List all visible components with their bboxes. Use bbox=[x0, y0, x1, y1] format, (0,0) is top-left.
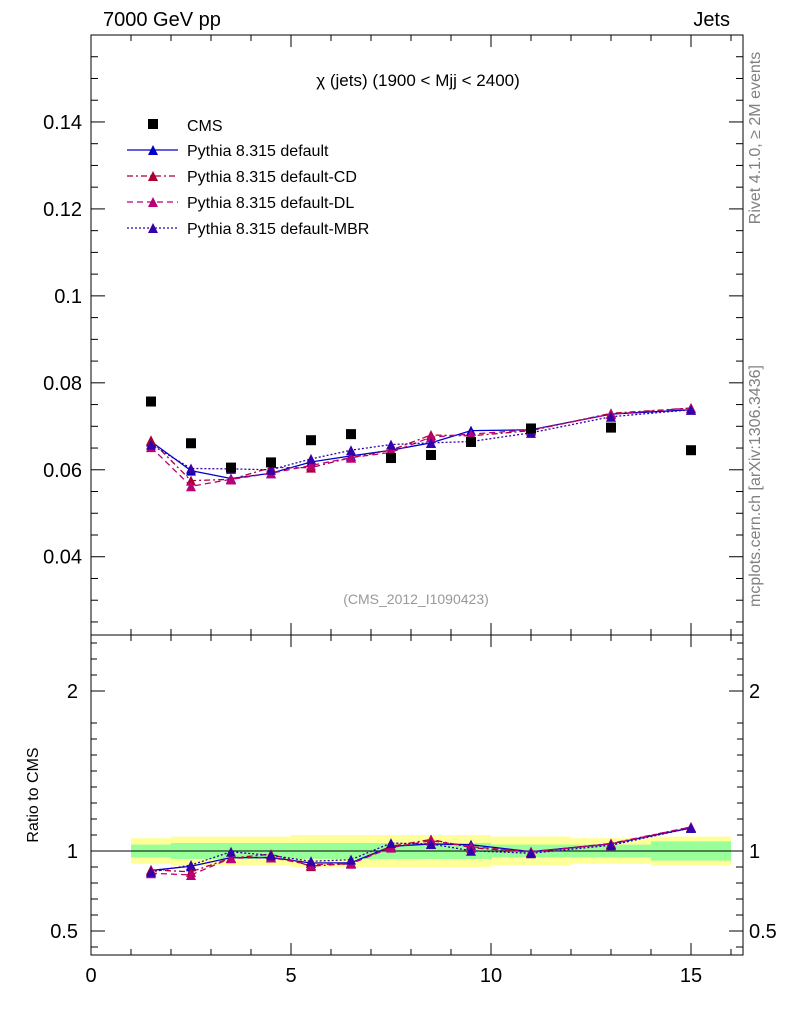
chart-labels: 0 5 10 15 0.04 0.06 0.08 0.1 0.12 0.14 0.5 0.5 1 1 2 2 χ… bbox=[25, 52, 777, 987]
ratio-y-tick-label-right-0.5: 0.5 bbox=[749, 921, 777, 943]
cms-data-points bbox=[146, 396, 696, 473]
ratio-y-axis-label: Ratio to CMS bbox=[25, 747, 42, 842]
series-4-ratio-marker-4 bbox=[266, 850, 276, 861]
series-4-ratio-marker-3 bbox=[226, 846, 236, 857]
series-3-ratio-marker-3 bbox=[226, 853, 236, 864]
cms-point-10 bbox=[526, 423, 536, 434]
rivet-version-label: Rivet 4.1.0, ≥ 2M events bbox=[747, 52, 764, 224]
series-3-marker-5 bbox=[306, 460, 316, 471]
series-line-ratio-4 bbox=[150, 827, 692, 873]
x-tick-label-0: 0 bbox=[85, 965, 96, 987]
series-line-main-3 bbox=[150, 407, 692, 488]
series-4-marker-12 bbox=[686, 404, 696, 415]
cms-point-12 bbox=[686, 445, 696, 456]
legend-marker-3 bbox=[148, 197, 158, 207]
ratio-y-tick-label-left-0.5: 0.5 bbox=[50, 921, 78, 943]
legend-marker-1 bbox=[148, 145, 158, 155]
series-4-ratio-marker-11 bbox=[606, 840, 616, 851]
legend-marker-2 bbox=[148, 171, 158, 181]
series-4-ratio-marker-7 bbox=[386, 838, 396, 849]
series-4-marker-2 bbox=[186, 463, 196, 474]
series-3-ratio-marker-2 bbox=[186, 869, 196, 880]
header-left-label: 7000 GeV pp bbox=[103, 9, 221, 31]
y-tick-label-0.14: 0.14 bbox=[43, 112, 82, 134]
ratio-y-tick-label-left-1: 1 bbox=[67, 841, 78, 863]
series-4-ratio-marker-12 bbox=[686, 822, 696, 833]
cms-point-6 bbox=[346, 429, 356, 440]
y-tick-label-0.06: 0.06 bbox=[43, 460, 82, 482]
series-line-ratio-3 bbox=[150, 826, 692, 876]
legend-label-1: Pythia 8.315 default bbox=[187, 143, 329, 160]
cms-point-1 bbox=[146, 396, 156, 407]
ratio-y-tick-label-left-2: 2 bbox=[67, 681, 78, 703]
cms-point-3 bbox=[226, 462, 236, 473]
series-4-marker-1 bbox=[146, 439, 156, 450]
legend-marker-4 bbox=[148, 223, 158, 233]
analysis-watermark: (CMS_2012_I1090423) bbox=[343, 591, 489, 607]
y-tick-label-0.04: 0.04 bbox=[43, 547, 82, 569]
legend-label-2: Pythia 8.315 default-CD bbox=[187, 169, 357, 186]
series-3-marker-6 bbox=[346, 452, 356, 463]
mc-series bbox=[146, 403, 696, 880]
series-4-marker-8 bbox=[426, 437, 436, 448]
legend-cms-marker bbox=[148, 119, 158, 129]
series-4-ratio-marker-10 bbox=[526, 848, 536, 859]
cms-point-4 bbox=[266, 457, 276, 468]
legend-cms-label: CMS bbox=[187, 118, 223, 135]
y-tick-label-0.12: 0.12 bbox=[43, 199, 82, 221]
series-3-marker-8 bbox=[426, 432, 436, 443]
cms-point-5 bbox=[306, 435, 316, 446]
series-3-marker-2 bbox=[186, 481, 196, 492]
cms-point-9 bbox=[466, 436, 476, 447]
series-4-ratio-marker-1 bbox=[146, 866, 156, 877]
y-tick-label-0.1: 0.1 bbox=[54, 286, 82, 308]
legend-label-3: Pythia 8.315 default-DL bbox=[187, 195, 354, 212]
series-3-marker-9 bbox=[466, 429, 476, 440]
ratio-y-tick-label-right-1: 1 bbox=[749, 841, 760, 863]
series-4-marker-6 bbox=[346, 445, 356, 456]
series-3-marker-3 bbox=[226, 474, 236, 485]
series-4-marker-7 bbox=[386, 439, 396, 450]
series-line-main-2 bbox=[150, 407, 692, 482]
x-tick-label-5: 5 bbox=[285, 965, 296, 987]
cms-point-7 bbox=[386, 453, 396, 464]
axes bbox=[90, 34, 744, 956]
series-4-ratio-marker-9 bbox=[466, 845, 476, 856]
x-tick-label-10: 10 bbox=[480, 965, 502, 987]
series-4-ratio-marker-5 bbox=[306, 856, 316, 867]
series-line-main-4 bbox=[150, 409, 692, 471]
chart-title: χ (jets) (1900 < Mjj < 2400) bbox=[316, 71, 520, 90]
series-4-ratio-marker-6 bbox=[346, 854, 356, 865]
legend: CMS Pythia 8.315 default Pythia 8.315 defa… bbox=[127, 118, 369, 238]
mcplots-reference-label: mcplots.cern.ch [arXiv:1306.3436] bbox=[747, 365, 764, 607]
y-tick-label-0.08: 0.08 bbox=[43, 373, 82, 395]
cms-point-11 bbox=[606, 422, 616, 433]
series-4-marker-5 bbox=[306, 453, 316, 464]
header-right-label: Jets bbox=[693, 9, 730, 31]
cms-point-8 bbox=[426, 450, 436, 460]
cms-point-2 bbox=[186, 438, 196, 449]
ratio-plot-frame bbox=[90, 634, 744, 956]
legend-label-4: Pythia 8.315 default-MBR bbox=[187, 221, 369, 238]
series-4-ratio-marker-2 bbox=[186, 860, 196, 871]
x-tick-label-15: 15 bbox=[680, 965, 702, 987]
series-4-ratio-marker-8 bbox=[426, 838, 436, 849]
ratio-y-tick-label-right-2: 2 bbox=[749, 681, 760, 703]
series-4-marker-11 bbox=[606, 411, 616, 422]
series-4-marker-4 bbox=[266, 464, 276, 475]
